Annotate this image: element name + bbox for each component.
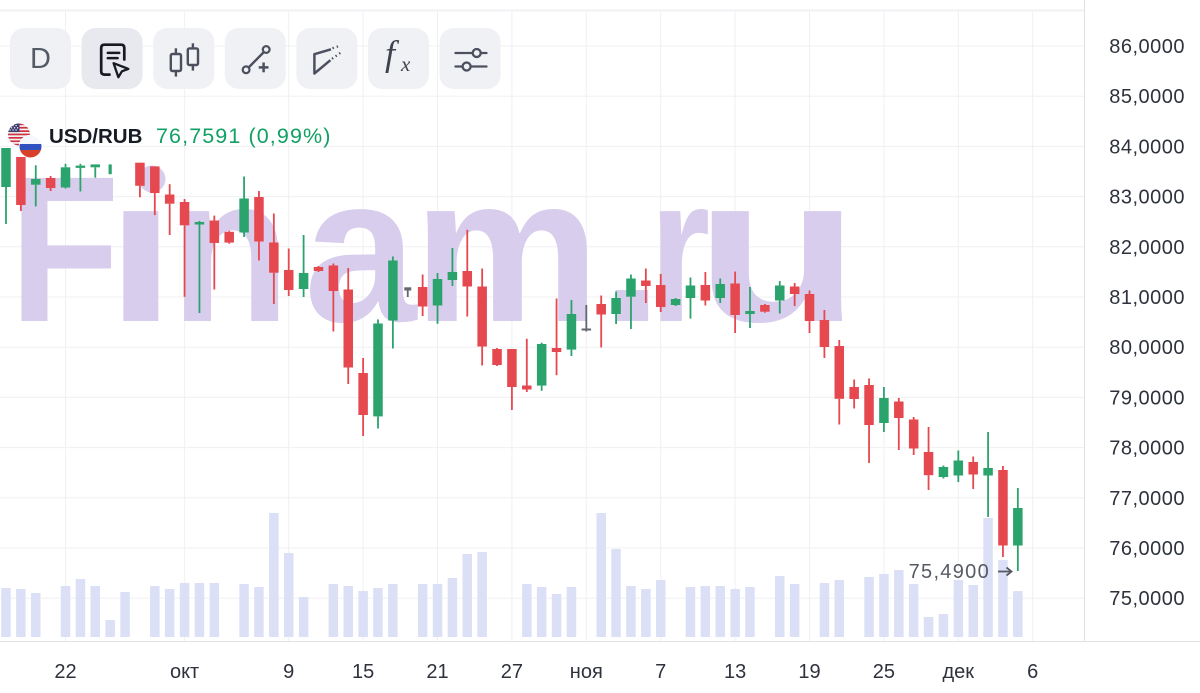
svg-text:7: 7: [655, 661, 666, 683]
svg-text:25: 25: [873, 661, 895, 683]
svg-text:x: x: [400, 52, 411, 76]
svg-text:76,0000: 76,0000: [1109, 538, 1185, 560]
svg-text:75,0000: 75,0000: [1109, 588, 1185, 610]
svg-text:r: r: [650, 134, 711, 366]
svg-text:79,0000: 79,0000: [1109, 387, 1185, 409]
svg-text:u: u: [695, 134, 860, 366]
svg-text:ноя: ноя: [570, 661, 603, 683]
svg-text:15: 15: [352, 661, 374, 683]
svg-text:77,0000: 77,0000: [1109, 488, 1185, 510]
svg-text:a: a: [304, 134, 418, 366]
svg-text:82,0000: 82,0000: [1109, 237, 1185, 259]
svg-text:83,0000: 83,0000: [1109, 187, 1185, 209]
svg-text:86,0000: 86,0000: [1109, 36, 1185, 58]
svg-text:13: 13: [724, 661, 746, 683]
svg-text:.: .: [600, 134, 664, 366]
svg-text:75,4900: 75,4900: [909, 561, 990, 583]
svg-text:27: 27: [501, 661, 523, 683]
svg-text:USD/RUB: USD/RUB: [49, 125, 142, 148]
svg-text:D: D: [30, 43, 51, 75]
svg-text:дек: дек: [943, 661, 975, 683]
svg-text:81,0000: 81,0000: [1109, 287, 1185, 309]
svg-text:80,0000: 80,0000: [1109, 337, 1185, 359]
svg-text:22: 22: [54, 661, 76, 683]
svg-text:9: 9: [283, 661, 294, 683]
svg-text:21: 21: [426, 661, 448, 683]
svg-text:84,0000: 84,0000: [1109, 136, 1185, 158]
svg-text:6: 6: [1027, 661, 1038, 683]
svg-text:78,0000: 78,0000: [1109, 438, 1185, 460]
svg-text:окт: окт: [170, 661, 199, 683]
svg-text:19: 19: [798, 661, 820, 683]
svg-text:76,7591 (0,99%): 76,7591 (0,99%): [156, 124, 331, 148]
svg-text:85,0000: 85,0000: [1109, 86, 1185, 108]
